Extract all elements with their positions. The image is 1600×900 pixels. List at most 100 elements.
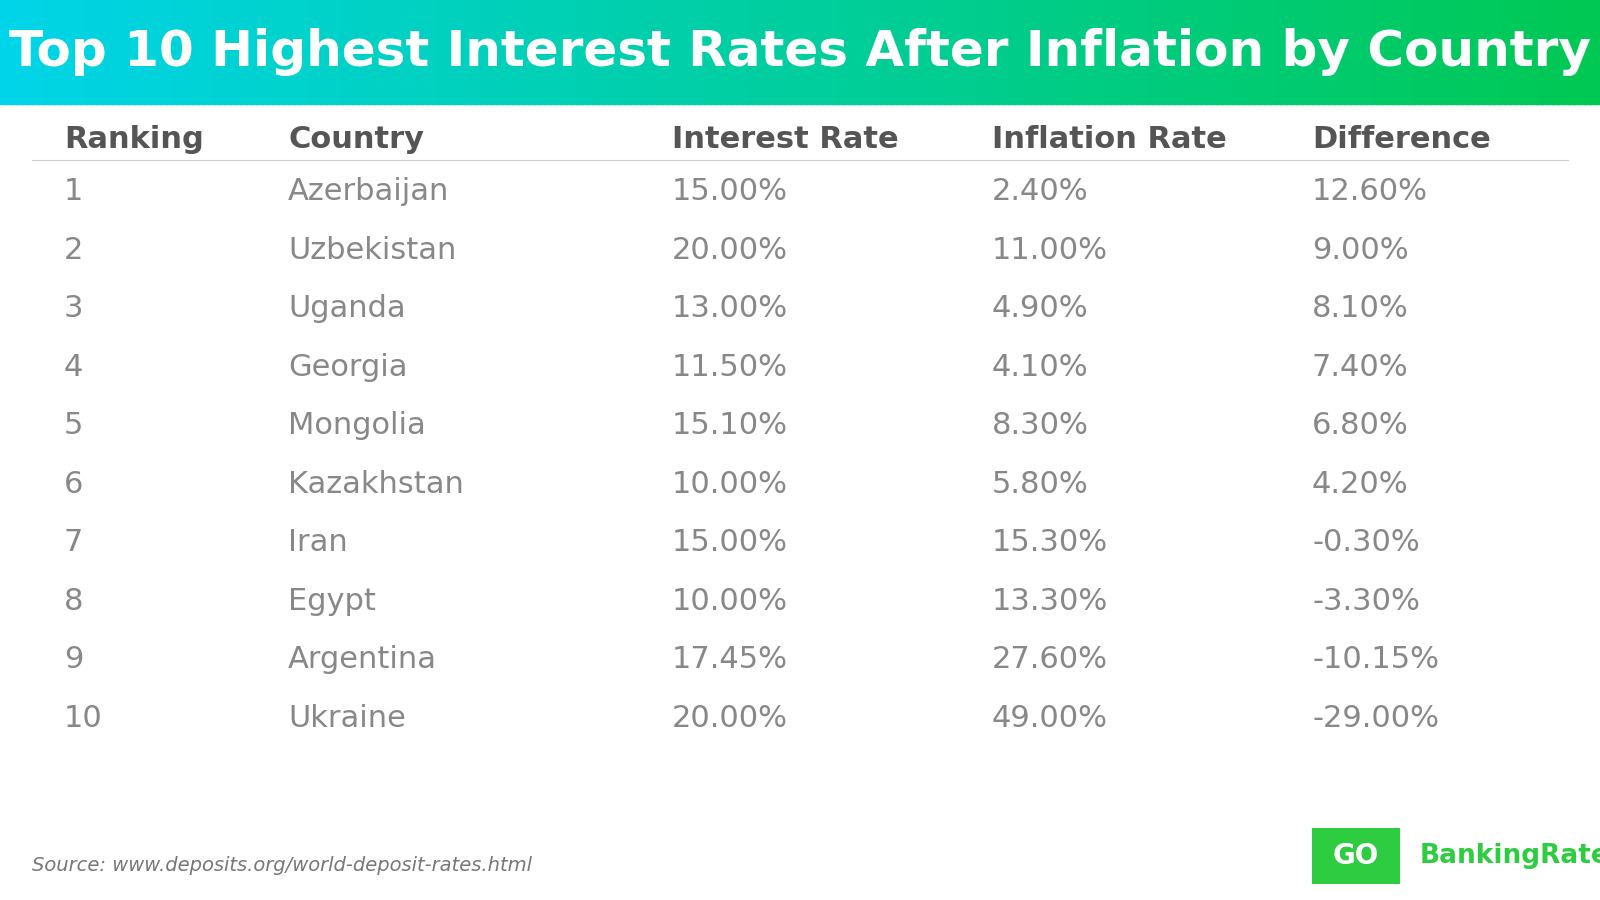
Bar bbox=[144, 0, 150, 104]
Bar bbox=[1365, 0, 1373, 104]
Bar bbox=[123, 0, 130, 104]
Bar bbox=[1413, 0, 1421, 104]
Text: 12.60%: 12.60% bbox=[1312, 177, 1429, 206]
Bar bbox=[1451, 0, 1458, 104]
Bar bbox=[224, 0, 230, 104]
Bar bbox=[283, 0, 290, 104]
Bar bbox=[389, 0, 397, 104]
Bar bbox=[693, 0, 701, 104]
Text: 11.00%: 11.00% bbox=[992, 236, 1107, 265]
Bar bbox=[304, 0, 310, 104]
Bar bbox=[421, 0, 429, 104]
Bar bbox=[1381, 0, 1389, 104]
Bar bbox=[1024, 0, 1030, 104]
Bar bbox=[1211, 0, 1218, 104]
Text: 27.60%: 27.60% bbox=[992, 645, 1107, 674]
Bar bbox=[747, 0, 754, 104]
Text: 3: 3 bbox=[64, 294, 83, 323]
Bar bbox=[1131, 0, 1138, 104]
Bar bbox=[501, 0, 509, 104]
Text: 4.90%: 4.90% bbox=[992, 294, 1088, 323]
Bar bbox=[448, 0, 454, 104]
Bar bbox=[1243, 0, 1250, 104]
Text: Mongolia: Mongolia bbox=[288, 411, 426, 440]
Bar bbox=[1253, 0, 1261, 104]
Bar bbox=[229, 0, 237, 104]
Text: Azerbaijan: Azerbaijan bbox=[288, 177, 450, 206]
Bar bbox=[539, 0, 546, 104]
Bar bbox=[1285, 0, 1293, 104]
Bar bbox=[1125, 0, 1133, 104]
Bar bbox=[475, 0, 482, 104]
Bar bbox=[800, 0, 806, 104]
Bar bbox=[149, 0, 157, 104]
Text: Iran: Iran bbox=[288, 528, 347, 557]
Bar bbox=[37, 0, 45, 104]
Bar bbox=[176, 0, 182, 104]
Bar bbox=[1397, 0, 1405, 104]
Bar bbox=[1173, 0, 1181, 104]
Bar bbox=[480, 0, 486, 104]
Bar bbox=[64, 0, 70, 104]
Bar bbox=[1579, 0, 1586, 104]
FancyBboxPatch shape bbox=[1312, 828, 1400, 884]
Text: 7.40%: 7.40% bbox=[1312, 353, 1408, 382]
Bar bbox=[1291, 0, 1298, 104]
Text: 7: 7 bbox=[64, 528, 83, 557]
Bar bbox=[656, 0, 662, 104]
Bar bbox=[704, 0, 710, 104]
Bar bbox=[549, 0, 557, 104]
Bar bbox=[635, 0, 642, 104]
Bar bbox=[1541, 0, 1549, 104]
Bar bbox=[651, 0, 658, 104]
Bar bbox=[5, 0, 13, 104]
Bar bbox=[917, 0, 925, 104]
Bar bbox=[923, 0, 930, 104]
Bar bbox=[1179, 0, 1186, 104]
Bar bbox=[992, 0, 998, 104]
Bar bbox=[357, 0, 365, 104]
Bar bbox=[1317, 0, 1325, 104]
Bar bbox=[1467, 0, 1474, 104]
Bar bbox=[1275, 0, 1282, 104]
Text: 15.10%: 15.10% bbox=[672, 411, 787, 440]
Bar bbox=[1264, 0, 1270, 104]
Bar bbox=[571, 0, 578, 104]
Bar bbox=[1547, 0, 1554, 104]
Bar bbox=[139, 0, 146, 104]
Bar bbox=[987, 0, 994, 104]
Text: Uganda: Uganda bbox=[288, 294, 406, 323]
Bar bbox=[1029, 0, 1037, 104]
Bar bbox=[608, 0, 614, 104]
Bar bbox=[720, 0, 726, 104]
Bar bbox=[85, 0, 93, 104]
Bar bbox=[469, 0, 477, 104]
Bar bbox=[832, 0, 838, 104]
Text: 4.20%: 4.20% bbox=[1312, 470, 1408, 499]
Bar bbox=[1152, 0, 1158, 104]
Bar bbox=[331, 0, 338, 104]
Bar bbox=[1109, 0, 1117, 104]
Text: Ranking: Ranking bbox=[64, 125, 203, 154]
Bar bbox=[1520, 0, 1526, 104]
Bar bbox=[1189, 0, 1197, 104]
Bar bbox=[555, 0, 562, 104]
Text: Source: www.deposits.org/world-deposit-rates.html: Source: www.deposits.org/world-deposit-r… bbox=[32, 856, 531, 876]
Bar bbox=[1573, 0, 1581, 104]
Bar bbox=[912, 0, 918, 104]
Bar bbox=[384, 0, 390, 104]
Bar bbox=[699, 0, 706, 104]
Bar bbox=[1115, 0, 1122, 104]
Bar bbox=[517, 0, 525, 104]
Text: -0.30%: -0.30% bbox=[1312, 528, 1419, 557]
Bar bbox=[805, 0, 813, 104]
Bar bbox=[629, 0, 637, 104]
Bar bbox=[1099, 0, 1106, 104]
Bar bbox=[11, 0, 18, 104]
Bar bbox=[1328, 0, 1334, 104]
Bar bbox=[1531, 0, 1538, 104]
Bar bbox=[645, 0, 653, 104]
Bar bbox=[165, 0, 173, 104]
Bar bbox=[592, 0, 598, 104]
Text: 15.30%: 15.30% bbox=[992, 528, 1109, 557]
